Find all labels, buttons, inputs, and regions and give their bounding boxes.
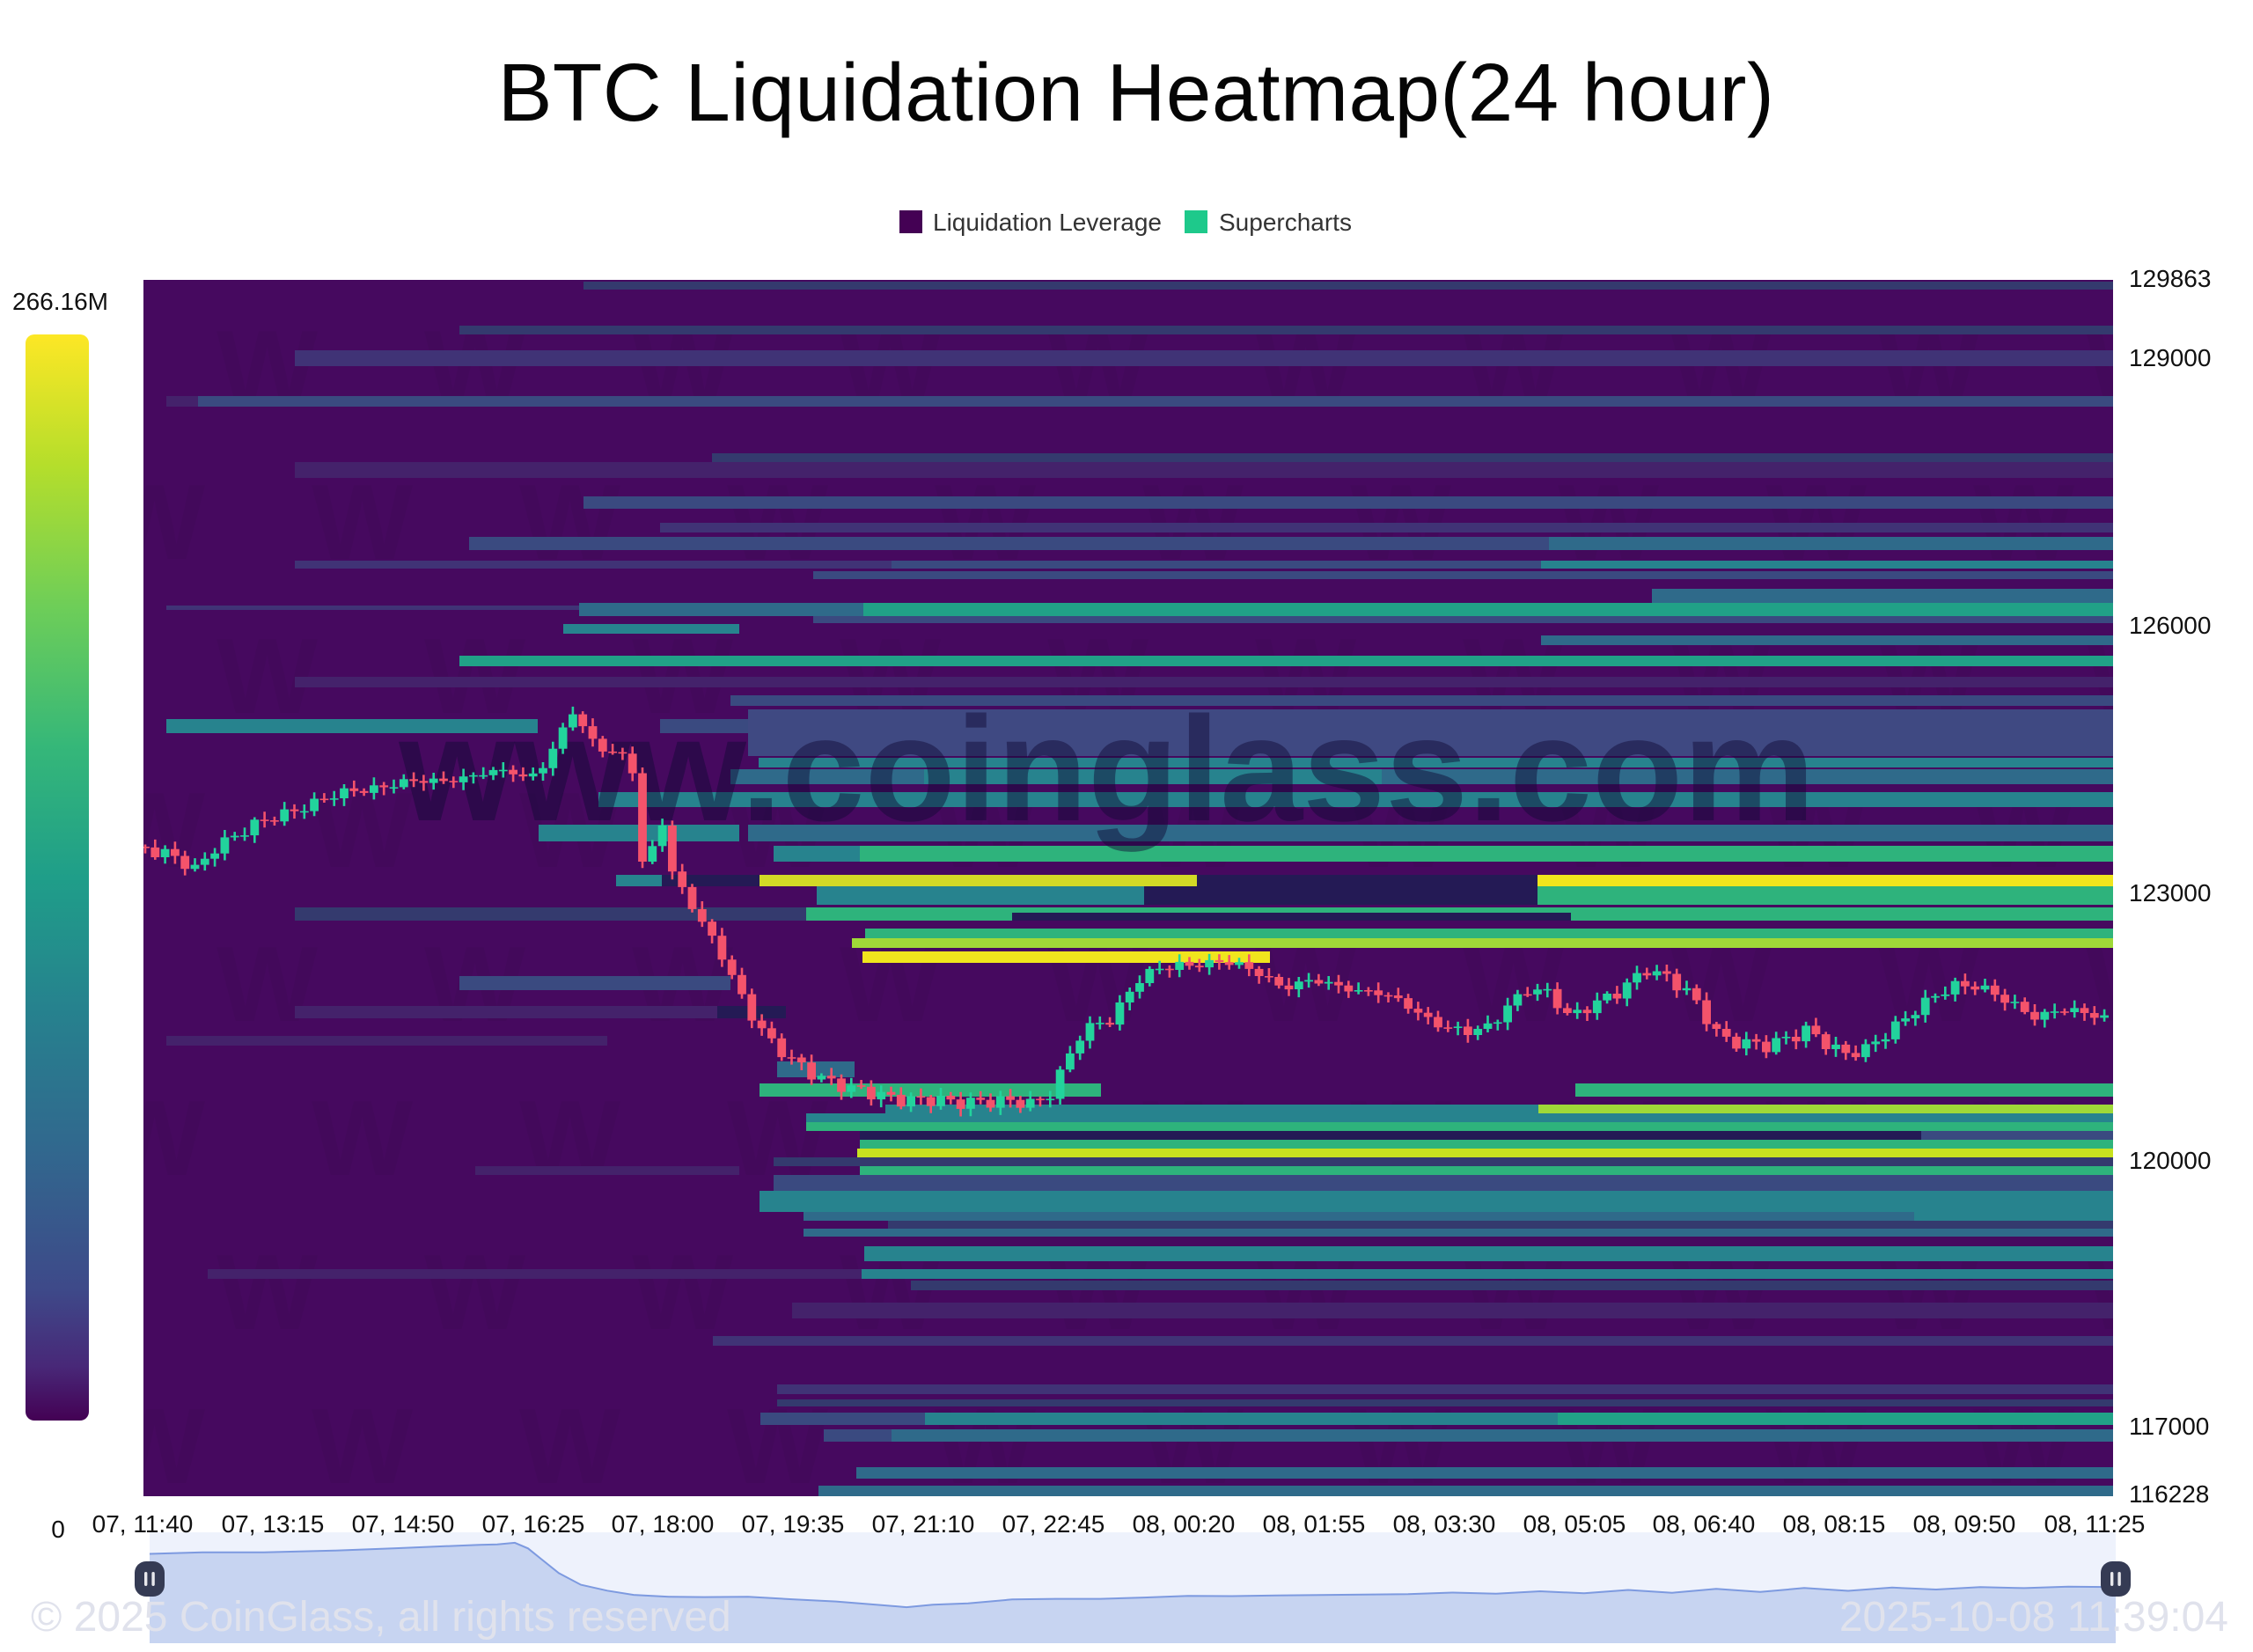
svg-text:07, 18:00: 07, 18:00	[612, 1510, 715, 1538]
svg-text:07, 19:35: 07, 19:35	[742, 1510, 845, 1538]
svg-text:07, 11:40: 07, 11:40	[92, 1510, 194, 1538]
svg-text:07, 14:50: 07, 14:50	[352, 1510, 455, 1538]
svg-text:0: 0	[51, 1516, 65, 1543]
svg-text:© 2025 CoinGlass, all rights r: © 2025 CoinGlass, all rights reserved	[31, 1594, 731, 1641]
svg-text:126000: 126000	[2129, 612, 2211, 639]
svg-text:08, 00:20: 08, 00:20	[1133, 1510, 1236, 1538]
svg-text:07, 21:10: 07, 21:10	[872, 1510, 975, 1538]
svg-text:08, 11:25: 08, 11:25	[2044, 1510, 2146, 1538]
svg-text:08, 08:15: 08, 08:15	[1783, 1510, 1886, 1538]
svg-text:117000: 117000	[2129, 1413, 2209, 1440]
svg-text:129000: 129000	[2129, 344, 2211, 371]
svg-text:08, 09:50: 08, 09:50	[1913, 1510, 2016, 1538]
svg-text:07, 13:15: 07, 13:15	[222, 1510, 325, 1538]
svg-text:www.coinglass.com: www.coinglass.com	[398, 686, 1815, 852]
svg-text:2025-10-08 11:39:04: 2025-10-08 11:39:04	[1839, 1594, 2228, 1641]
svg-text:08, 03:30: 08, 03:30	[1393, 1510, 1496, 1538]
svg-text:BTC Liquidation Heatmap(24 hou: BTC Liquidation Heatmap(24 hour)	[498, 47, 1775, 138]
svg-text:08, 01:55: 08, 01:55	[1263, 1510, 1366, 1538]
svg-text:116228: 116228	[2129, 1480, 2209, 1508]
svg-text:07, 22:45: 07, 22:45	[1002, 1510, 1105, 1538]
svg-text:266.16M: 266.16M	[12, 288, 108, 315]
svg-text:Liquidation Leverage: Liquidation Leverage	[933, 209, 1162, 236]
svg-text:08, 06:40: 08, 06:40	[1653, 1510, 1756, 1538]
svg-text:08, 05:05: 08, 05:05	[1523, 1510, 1626, 1538]
svg-text:129863: 129863	[2129, 265, 2211, 292]
svg-text:07, 16:25: 07, 16:25	[482, 1510, 585, 1538]
svg-text:120000: 120000	[2129, 1147, 2211, 1174]
svg-text:123000: 123000	[2129, 879, 2211, 907]
svg-text:Supercharts: Supercharts	[1219, 209, 1352, 236]
